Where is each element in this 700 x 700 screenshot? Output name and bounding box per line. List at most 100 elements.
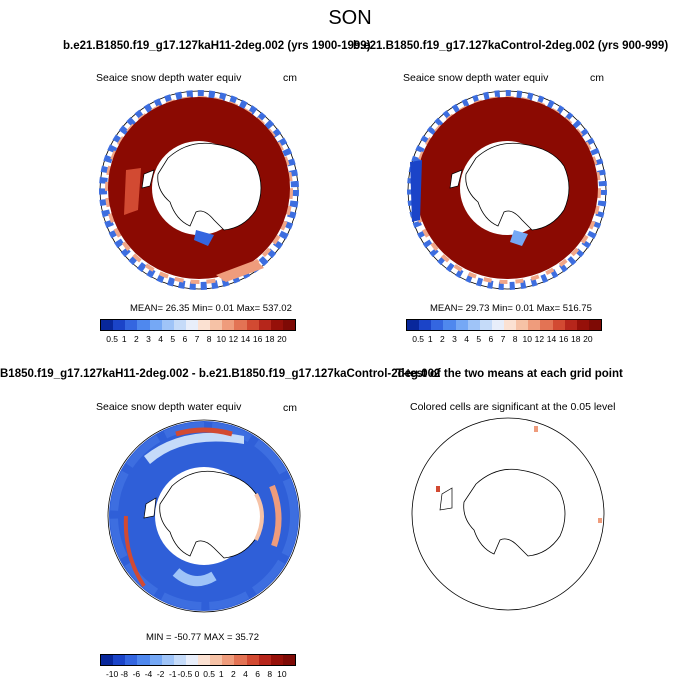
map-top-right xyxy=(407,90,607,290)
colorbar-top-right-swatch xyxy=(443,320,456,330)
colorbar-top-left-swatch xyxy=(173,320,186,330)
colorbar-bottom-left-tick-label: 6 xyxy=(255,669,260,679)
colorbar-bottom-left-swatch xyxy=(282,655,295,665)
colorbar-bottom-left xyxy=(100,654,296,666)
colorbar-top-right-swatch xyxy=(431,320,444,330)
colorbar-top-left xyxy=(100,319,296,331)
colorbar-top-right-tick-label: 8 xyxy=(512,334,518,344)
colorbar-top-left-swatch xyxy=(101,320,114,330)
colorbar-top-left-tick-label: 4 xyxy=(158,334,163,344)
colorbar-top-right-tick-label: 18 xyxy=(571,334,581,344)
colorbar-bottom-left-swatch xyxy=(210,655,223,665)
figure-title: SON xyxy=(328,7,372,29)
colorbar-top-left-tick-label: 7 xyxy=(194,334,200,344)
colorbar-top-right-swatch xyxy=(588,320,601,330)
colorbar-bottom-left-tick-label: -6 xyxy=(132,669,141,679)
colorbar-top-left-swatch xyxy=(113,320,126,330)
colorbar-bottom-left-swatch xyxy=(198,655,211,665)
colorbar-bottom-left-tick-label: 0 xyxy=(194,669,200,679)
panel-label-bottom-left: Seaice snow depth water equiv xyxy=(96,401,242,413)
colorbar-top-left-swatch xyxy=(222,320,235,330)
colorbar-top-left-swatch xyxy=(210,320,223,330)
colorbar-bottom-left-swatch xyxy=(185,655,198,665)
colorbar-top-right-swatch xyxy=(576,320,589,330)
colorbar-top-right-swatch xyxy=(540,320,553,330)
colorbar-bottom-left-tick-label: 2 xyxy=(231,669,236,679)
colorbar-top-right-tick-label: 1 xyxy=(427,334,433,344)
colorbar-top-left-swatch xyxy=(282,320,295,330)
colorbar-top-right-tick-label: 12 xyxy=(534,334,545,344)
colorbar-bottom-left-tick-label: -1 xyxy=(168,669,177,679)
colorbar-top-right-tick-label: 16 xyxy=(558,334,569,344)
subtitle-right: b.e21.B1850.f19_g17.127kaControl-2deg.00… xyxy=(353,40,669,52)
colorbar-bottom-left-swatch xyxy=(258,655,271,665)
colorbar-top-left-swatch xyxy=(258,320,271,330)
colorbar-top-right-swatch xyxy=(407,320,420,330)
colorbar-top-right-tick-label: 6 xyxy=(488,334,494,344)
colorbar-bottom-left-tick-label: -2 xyxy=(156,669,165,679)
colorbar-top-left-swatch xyxy=(161,320,174,330)
colorbar-top-right-tick-label: 0.5 xyxy=(412,334,425,344)
stats-top-left: MEAN= 26.35 Min= 0.01 Max= 537.02 xyxy=(130,303,292,314)
colorbar-bottom-left-tick-label: 8 xyxy=(267,669,273,679)
map-top-left xyxy=(99,90,299,290)
colorbar-top-right-swatch xyxy=(552,320,565,330)
colorbar-top-right-tick-label: 10 xyxy=(522,334,532,344)
colorbar-top-left-tick-label: 18 xyxy=(265,334,275,344)
colorbar-bottom-left-swatch xyxy=(149,655,162,665)
colorbar-bottom-left-swatch xyxy=(222,655,235,665)
colorbar-top-right-tick-label: 5 xyxy=(476,334,482,344)
colorbar-top-left-swatch xyxy=(137,320,150,330)
colorbar-top-right-tick-label: 4 xyxy=(464,334,469,344)
colorbar-top-right-swatch xyxy=(564,320,577,330)
colorbar-top-left-swatch xyxy=(149,320,162,330)
colorbar-top-left-tick-label: 14 xyxy=(240,334,251,344)
colorbar-top-left-tick-label: 2 xyxy=(134,334,139,344)
panel-label-top-right: Seaice snow depth water equiv xyxy=(403,72,549,84)
colorbar-top-right-swatch xyxy=(455,320,468,330)
map-bottom-left xyxy=(107,419,301,613)
colorbar-bottom-left-swatch xyxy=(234,655,247,665)
colorbar-top-left-tick-label: 12 xyxy=(228,334,239,344)
colorbar-top-right-tick-label: 2 xyxy=(440,334,445,344)
stats-bottom-left: MIN = -50.77 MAX = 35.72 xyxy=(146,632,260,643)
panel-units-bottom-left: cm xyxy=(283,402,297,414)
colorbar-top-right-tick-label: 3 xyxy=(452,334,457,344)
colorbar-top-left-tick-label: 20 xyxy=(277,334,287,344)
colorbar-top-left-tick-label: 6 xyxy=(182,334,188,344)
colorbar-top-right-swatch xyxy=(419,320,432,330)
colorbar-top-left-swatch xyxy=(198,320,211,330)
colorbar-bottom-left-tick-label: 1 xyxy=(218,669,224,679)
colorbar-top-left-tick-label: 10 xyxy=(216,334,226,344)
colorbar-top-left-tick-label: 1 xyxy=(121,334,127,344)
colorbar-top-right-swatch xyxy=(504,320,517,330)
colorbar-bottom-left-tick-label: -8 xyxy=(120,669,129,679)
colorbar-top-right-swatch xyxy=(479,320,492,330)
colorbar-bottom-left-swatch xyxy=(246,655,259,665)
panel-units-top-left: cm xyxy=(283,72,297,84)
colorbar-top-right-tick-label: 20 xyxy=(583,334,593,344)
subtitle-bottom-right: T-test of the two means at each grid poi… xyxy=(396,368,623,380)
colorbar-top-left-swatch xyxy=(246,320,259,330)
colorbar-top-left-tick-label: 3 xyxy=(146,334,151,344)
map-bottom-right xyxy=(411,417,605,611)
subtitle-bottom-left: B1850.f19_g17.127kaH11-2deg.002 - b.e21.… xyxy=(0,368,441,380)
colorbar-top-left-swatch xyxy=(234,320,247,330)
colorbar-bottom-left-swatch xyxy=(270,655,283,665)
panel-label-top-left: Seaice snow depth water equiv xyxy=(96,72,242,84)
colorbar-bottom-left-swatch xyxy=(101,655,114,665)
panel-label-bottom-right: Colored cells are significant at the 0.0… xyxy=(410,401,616,413)
colorbar-top-left-tick-label: 0.5 xyxy=(106,334,119,344)
colorbar-top-right-swatch xyxy=(467,320,480,330)
colorbar-bottom-left-tick-label: -0.5 xyxy=(177,669,193,679)
subtitle-left: b.e21.B1850.f19_g17.127kaH11-2deg.002 (y… xyxy=(63,40,371,52)
colorbar-top-right-tick-label: 14 xyxy=(546,334,557,344)
colorbar-bottom-left-tick-label: -10 xyxy=(105,669,119,679)
colorbar-top-right-swatch xyxy=(491,320,504,330)
colorbar-top-right-tick-label: 7 xyxy=(500,334,506,344)
colorbar-bottom-left-tick-label: 10 xyxy=(277,669,287,679)
colorbar-top-left-tick-label: 16 xyxy=(252,334,263,344)
stats-top-right: MEAN= 29.73 Min= 0.01 Max= 516.75 xyxy=(430,303,592,314)
colorbar-bottom-left-swatch xyxy=(125,655,138,665)
colorbar-bottom-left-tick-label: 0.5 xyxy=(203,669,216,679)
